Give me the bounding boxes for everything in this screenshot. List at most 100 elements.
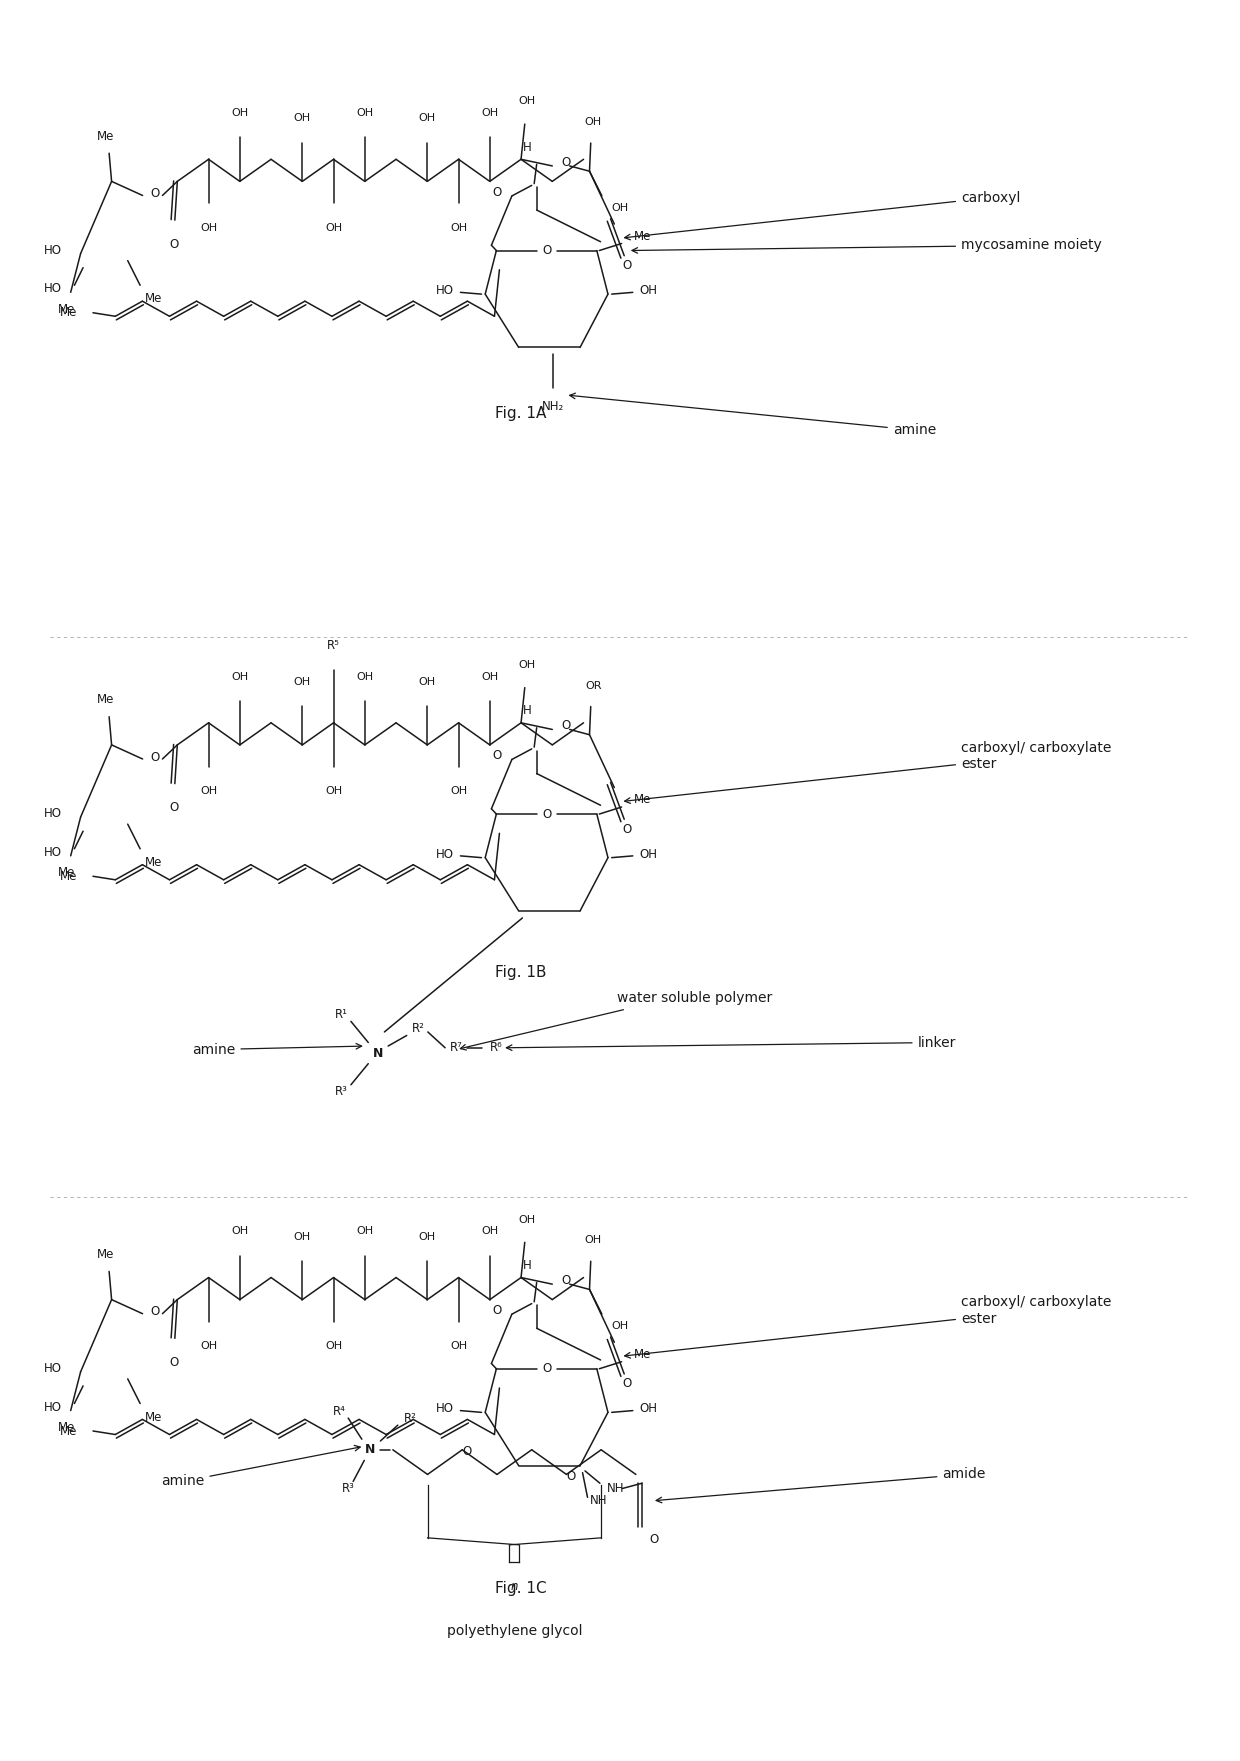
Text: R⁵: R⁵ <box>327 639 340 652</box>
Text: OH: OH <box>294 676 311 687</box>
Text: OH: OH <box>450 222 467 232</box>
Text: Fig. 1A: Fig. 1A <box>495 407 547 421</box>
Text: O: O <box>560 720 570 733</box>
Text: amide: amide <box>656 1467 986 1502</box>
Text: R⁶: R⁶ <box>490 1041 502 1055</box>
Text: O: O <box>650 1532 660 1546</box>
Text: Me: Me <box>58 1421 76 1433</box>
Text: O: O <box>150 187 160 201</box>
Text: NH: NH <box>608 1483 625 1495</box>
Text: OH: OH <box>231 107 248 118</box>
Text: H: H <box>522 704 531 717</box>
Text: Me: Me <box>634 794 651 807</box>
Text: HO: HO <box>436 1402 454 1416</box>
Text: Fig. 1C: Fig. 1C <box>495 1581 547 1595</box>
Text: OH: OH <box>481 1226 498 1236</box>
Text: O: O <box>169 238 179 250</box>
Text: OH: OH <box>356 671 373 682</box>
Text: Me: Me <box>58 866 76 879</box>
Text: OH: OH <box>611 1321 629 1331</box>
Text: Me: Me <box>97 130 114 143</box>
Text: OH: OH <box>611 203 629 213</box>
Text: Me: Me <box>145 856 162 868</box>
Text: OH: OH <box>325 222 342 232</box>
Text: NH: NH <box>590 1495 608 1507</box>
Text: O: O <box>567 1470 577 1483</box>
Text: OH: OH <box>481 107 498 118</box>
Text: O: O <box>150 1305 160 1319</box>
Text: O: O <box>622 822 631 836</box>
Text: HO: HO <box>43 1400 62 1414</box>
Text: amine: amine <box>161 1446 360 1488</box>
Text: OH: OH <box>200 222 217 232</box>
Text: OH: OH <box>356 107 373 118</box>
Text: O: O <box>150 750 160 764</box>
Text: OH: OH <box>639 284 657 298</box>
Text: H: H <box>522 141 531 153</box>
Text: OH: OH <box>518 660 536 669</box>
Text: OH: OH <box>639 847 657 861</box>
Text: OH: OH <box>450 1340 467 1351</box>
Text: HO: HO <box>43 282 62 296</box>
Text: N: N <box>373 1046 383 1060</box>
Text: OH: OH <box>200 1340 217 1351</box>
Text: OH: OH <box>450 785 467 796</box>
Text: O: O <box>542 808 552 821</box>
Text: NH₂: NH₂ <box>542 400 564 414</box>
Text: R²: R² <box>404 1412 417 1425</box>
Text: linker: linker <box>506 1035 956 1051</box>
Text: water soluble polymer: water soluble polymer <box>616 991 773 1006</box>
Text: R⁷: R⁷ <box>450 1041 463 1055</box>
Text: carboxyl/ carboxylate
ester: carboxyl/ carboxylate ester <box>625 1296 1111 1358</box>
Text: O: O <box>492 750 502 763</box>
Text: O: O <box>542 1363 552 1375</box>
Text: R³: R³ <box>342 1483 355 1495</box>
Text: HO: HO <box>43 243 62 257</box>
Text: O: O <box>492 187 502 199</box>
Text: Me: Me <box>60 306 77 319</box>
Text: OH: OH <box>325 1340 342 1351</box>
Text: O: O <box>622 1377 631 1391</box>
Text: Me: Me <box>58 303 76 315</box>
Text: Me: Me <box>97 1249 114 1261</box>
Text: R¹: R¹ <box>335 1007 347 1021</box>
Text: OH: OH <box>294 1231 311 1242</box>
Text: HO: HO <box>436 284 454 298</box>
Text: O: O <box>622 259 631 273</box>
Text: carboxyl/ carboxylate
ester: carboxyl/ carboxylate ester <box>625 741 1111 803</box>
Text: OH: OH <box>419 113 436 123</box>
Text: N: N <box>366 1444 376 1456</box>
Text: amine: amine <box>569 393 936 437</box>
Text: amine: amine <box>192 1043 362 1057</box>
Text: OH: OH <box>356 1226 373 1236</box>
Text: R⁴: R⁴ <box>334 1405 346 1418</box>
Text: Me: Me <box>60 1425 77 1437</box>
Text: Me: Me <box>145 292 162 305</box>
Text: O: O <box>560 157 570 169</box>
Text: O: O <box>560 1275 570 1287</box>
Text: OH: OH <box>294 113 311 123</box>
Text: H: H <box>522 1259 531 1271</box>
Text: carboxyl: carboxyl <box>625 190 1021 239</box>
Text: HO: HO <box>43 845 62 859</box>
Text: R³: R³ <box>335 1085 347 1099</box>
Text: HO: HO <box>43 807 62 821</box>
Text: mycosamine moiety: mycosamine moiety <box>632 238 1102 254</box>
Text: Me: Me <box>634 1349 651 1361</box>
Text: OH: OH <box>419 1231 436 1242</box>
Text: Fig. 1B: Fig. 1B <box>495 965 547 979</box>
Text: Me: Me <box>97 694 114 706</box>
Text: O: O <box>169 1356 179 1368</box>
Text: OH: OH <box>200 785 217 796</box>
Text: OH: OH <box>481 671 498 682</box>
Text: OH: OH <box>584 118 601 127</box>
Text: OR: OR <box>585 682 601 690</box>
Text: OH: OH <box>584 1236 601 1245</box>
Text: OH: OH <box>419 676 436 687</box>
Text: O: O <box>492 1305 502 1317</box>
Text: O: O <box>542 245 552 257</box>
Text: n: n <box>511 1580 518 1594</box>
Text: Me: Me <box>634 231 651 243</box>
Text: HO: HO <box>436 847 454 861</box>
Text: O: O <box>169 801 179 814</box>
